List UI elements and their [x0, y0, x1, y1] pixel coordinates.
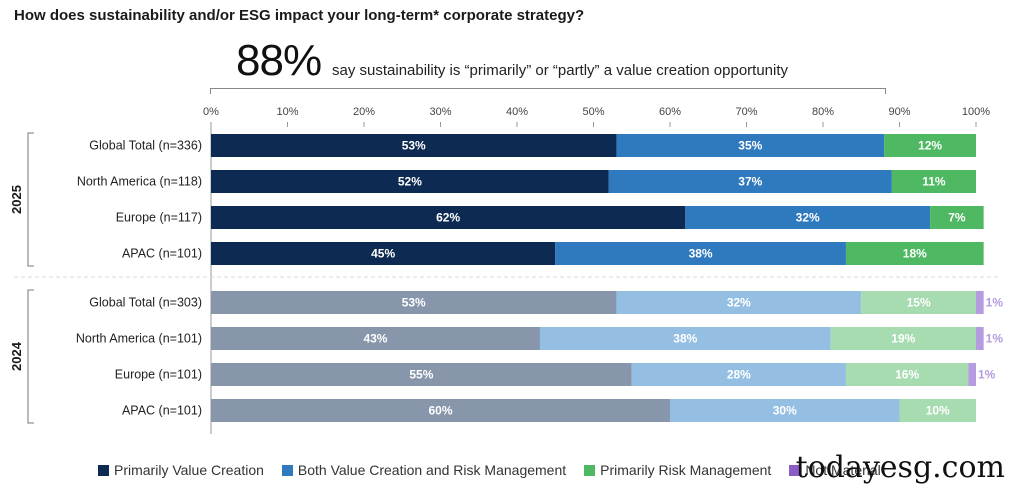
- data-label: 43%: [363, 332, 387, 346]
- data-label: 11%: [922, 175, 946, 189]
- row-label: North America (n=118): [77, 175, 202, 189]
- bar-segment: [845, 242, 984, 265]
- bar-segment: [616, 134, 885, 157]
- data-label: 53%: [402, 296, 426, 310]
- data-label: 38%: [689, 247, 713, 261]
- bar-segment: [685, 206, 931, 229]
- row-label: Global Total (n=336): [89, 139, 202, 153]
- group-bracket: [27, 132, 34, 267]
- data-label: 10%: [926, 404, 950, 418]
- data-label: 35%: [738, 139, 762, 153]
- bar-segment: [670, 399, 900, 422]
- watermark: todayesg.com: [795, 450, 1005, 485]
- data-label: 7%: [948, 211, 966, 225]
- group-label: 2025: [9, 185, 24, 214]
- data-label: 1%: [986, 296, 1004, 310]
- x-tick-label: 60%: [659, 106, 681, 118]
- legend-item: Primarily Value Creation: [98, 462, 264, 478]
- legend-swatch: [98, 464, 109, 476]
- group-label: 2024: [9, 341, 24, 371]
- x-tick-label: 80%: [812, 106, 834, 118]
- data-label: 1%: [978, 368, 996, 382]
- legend-label: Not Material: [805, 462, 881, 478]
- row-label: APAC (n=101): [122, 404, 202, 418]
- bar-segment: [830, 327, 976, 350]
- x-tick-label: 20%: [353, 106, 375, 118]
- bar-segment: [211, 134, 617, 157]
- headline-bracket: [210, 88, 886, 94]
- bar-segment: [211, 291, 617, 314]
- data-label: 62%: [436, 211, 460, 225]
- bar-segment: [211, 206, 686, 229]
- legend-swatch: [789, 464, 801, 476]
- row-label: Europe (n=117): [116, 211, 202, 225]
- data-label: 12%: [918, 139, 942, 153]
- legend-item: Primarily Risk Management: [584, 462, 771, 478]
- x-tick-label: 10%: [276, 106, 298, 118]
- bar-segment: [211, 170, 609, 193]
- data-label: 32%: [727, 296, 751, 310]
- headline-value: 88%: [236, 36, 322, 85]
- x-tick-label: 40%: [506, 106, 528, 118]
- bar-segment: [968, 363, 976, 386]
- group-bracket: [27, 289, 34, 424]
- bar-segment: [976, 291, 984, 314]
- data-label: 53%: [402, 139, 426, 153]
- row-label: Global Total (n=303): [89, 296, 202, 310]
- headline-text: say sustainability is “primarily” or “pa…: [332, 62, 789, 79]
- data-label: 38%: [673, 332, 697, 346]
- data-label: 19%: [891, 332, 915, 346]
- bar-segment: [608, 170, 892, 193]
- data-label: 30%: [773, 404, 797, 418]
- data-label: 55%: [409, 368, 433, 382]
- row-label: APAC (n=101): [122, 247, 202, 261]
- bar-segment: [899, 399, 976, 422]
- row-label: North America (n=101): [76, 332, 202, 346]
- data-label: 16%: [895, 368, 919, 382]
- legend-label: Primarily Risk Management: [600, 462, 772, 478]
- bar-segment: [211, 327, 540, 350]
- bar-segment: [211, 399, 670, 422]
- data-label: 15%: [907, 296, 931, 310]
- x-tick-label: 0%: [203, 106, 219, 118]
- data-label: 45%: [371, 247, 395, 261]
- legend-label: Both Value Creation and Risk Management: [297, 462, 567, 478]
- data-label: 32%: [796, 211, 820, 225]
- row-label: Europe (n=101): [115, 368, 202, 382]
- bar-segment: [631, 363, 846, 386]
- bar-segment: [976, 327, 984, 350]
- bar-segment: [211, 242, 556, 265]
- legend-label: Primarily Value Creation: [114, 462, 264, 478]
- x-tick-label: 70%: [735, 106, 757, 118]
- x-tick-label: 50%: [582, 106, 604, 118]
- data-label: 37%: [738, 175, 762, 189]
- legend-swatch: [281, 464, 293, 476]
- data-label: 60%: [428, 404, 452, 418]
- bar-segment: [884, 134, 976, 157]
- chart-title: How does sustainability and/or ESG impac…: [14, 7, 585, 24]
- bar-segment: [616, 291, 862, 314]
- data-label: 52%: [398, 175, 422, 189]
- bar-segment: [211, 363, 632, 386]
- bar-segment: [891, 170, 976, 193]
- data-label: 18%: [903, 247, 927, 261]
- bar-segment: [555, 242, 846, 265]
- x-tick-label: 30%: [429, 106, 451, 118]
- bar-segment: [930, 206, 984, 229]
- legend-item: Both Value Creation and Risk Management: [281, 462, 567, 478]
- data-label: 28%: [727, 368, 751, 382]
- x-tick-label: 100%: [962, 106, 990, 118]
- bar-segment: [539, 327, 831, 350]
- legend-swatch: [584, 464, 596, 476]
- legend: Primarily Value Creation Both Value Creat…: [98, 462, 899, 478]
- bar-segment: [861, 291, 976, 314]
- data-label: 1%: [986, 332, 1004, 346]
- legend-item: Not Material: [789, 462, 881, 478]
- x-tick-label: 90%: [888, 106, 910, 118]
- bar-segment: [845, 363, 969, 386]
